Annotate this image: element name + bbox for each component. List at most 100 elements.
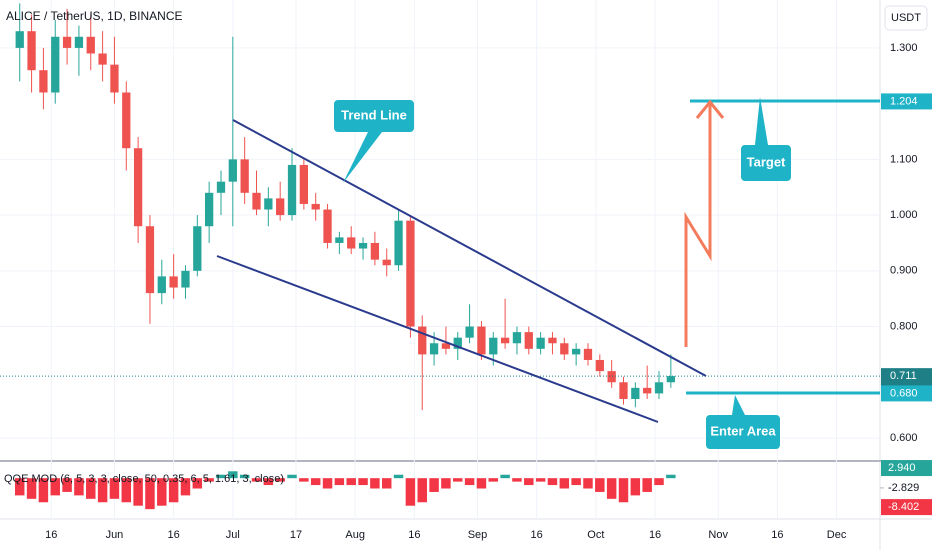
candle-body [110, 64, 119, 93]
quote-unit: USDT [891, 12, 921, 24]
marks [0, 0, 880, 519]
indicator-bar [239, 474, 250, 479]
indicator-bar [464, 478, 475, 486]
indicator-bar [322, 478, 333, 489]
candle-body [406, 220, 415, 327]
candle-body [133, 148, 143, 227]
candle-body [548, 337, 557, 344]
y-tick-label: 1.300 [890, 42, 918, 54]
candle-body [370, 242, 380, 260]
y-tick-label: 0.900 [890, 265, 918, 277]
candle-body [193, 226, 202, 271]
candle-body [607, 371, 616, 383]
price-label: 0.711 [890, 370, 917, 382]
candle-body [429, 343, 439, 355]
unit-box[interactable] [884, 5, 928, 31]
x-tick-label: 16 [649, 529, 661, 541]
candle-body [15, 31, 24, 48]
indicator-bar [595, 478, 605, 492]
price-label: 1.204 [890, 95, 918, 107]
x-tick-label: 16 [408, 529, 420, 541]
x-tick-label: Oct [587, 529, 604, 541]
x-tick-label: Sep [468, 529, 488, 541]
candle-body [276, 198, 285, 216]
candle-body [524, 332, 533, 349]
indicator-bar [346, 478, 356, 486]
indicator-bar [168, 478, 179, 503]
x-tick-label: 16 [168, 529, 180, 541]
candle-body [489, 337, 498, 355]
indicator-bar [26, 478, 37, 499]
x-tick-label: Aug [345, 529, 365, 541]
callout-box [334, 100, 414, 183]
indicator-bar [453, 478, 463, 482]
indicator-bar [204, 478, 214, 482]
indicator-bar [310, 478, 321, 486]
indicator-bar [618, 478, 629, 503]
indicator-bar [86, 478, 96, 499]
candle-body [264, 198, 273, 210]
annotation: Trend Line [341, 107, 407, 122]
indicator-bar [547, 478, 558, 486]
indicator-bar [476, 478, 487, 489]
indicator-bar [192, 478, 203, 489]
indicator-bar [62, 478, 72, 492]
y-tick-label: 0.600 [890, 432, 918, 444]
indicator-bar [606, 478, 617, 499]
candle-body [666, 376, 675, 383]
annotation: Target [747, 154, 786, 169]
indicator-bar [642, 478, 652, 492]
chart-title: ALICE / TetherUS, 1D, BINANCE [6, 9, 183, 23]
indicator-bar [666, 474, 676, 479]
x-tick-label: 16 [531, 529, 543, 541]
y-tick-label: 0.800 [890, 320, 918, 332]
trend-line-lower [216, 255, 659, 423]
indicator-bar [334, 478, 345, 486]
indicator-bar [38, 478, 49, 503]
indicator-bar [524, 478, 534, 486]
indicator-bar [405, 478, 416, 506]
candle-body [643, 387, 652, 394]
candle-body [441, 343, 451, 349]
candle-body [287, 164, 297, 216]
candle-body [536, 337, 545, 349]
indicator-bar [133, 478, 143, 506]
projection-arrow [684, 102, 712, 347]
candle-body [382, 259, 391, 266]
y-tick-label: 1.100 [890, 153, 918, 165]
indicator-bar [417, 478, 427, 503]
arrow-head [695, 99, 725, 119]
indicator-bar [500, 474, 510, 479]
candle-body [98, 53, 107, 65]
x-tick-label: 16 [771, 529, 783, 541]
indicator-bar [654, 478, 664, 486]
indicator-bar [583, 478, 593, 489]
candle-body [311, 203, 320, 210]
candle-body [145, 226, 155, 294]
indicator-bar [358, 478, 368, 486]
x-tick-label: 16 [45, 529, 57, 541]
candle-body [74, 36, 84, 48]
indicator-bar [559, 478, 570, 489]
x-tick-label: Dec [827, 529, 847, 541]
candle-body [51, 36, 60, 93]
candle-body [619, 382, 628, 399]
candle-body [228, 159, 237, 182]
x-tick-label: Jun [106, 529, 124, 541]
indicator-bar [50, 478, 60, 496]
indicator-bar [216, 474, 226, 479]
indicator-label-box [881, 499, 932, 516]
indicator-bar [429, 478, 439, 492]
candle-body [465, 326, 474, 338]
indicator-bar [630, 478, 641, 496]
candle-body [358, 242, 368, 249]
candle-body [453, 337, 462, 349]
indicator-bar [535, 478, 546, 482]
candle-body [335, 237, 344, 243]
indicator-label-box [881, 460, 932, 477]
candle-body [39, 70, 48, 93]
indicator-bar [74, 478, 84, 496]
candle-body [252, 192, 261, 210]
